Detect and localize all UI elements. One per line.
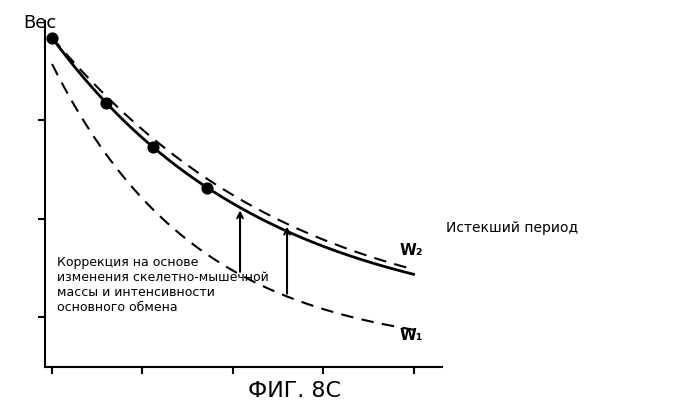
Text: W₁: W₁ bbox=[399, 328, 423, 343]
Point bbox=[46, 34, 57, 41]
Text: ФИГ. 8С: ФИГ. 8С bbox=[248, 381, 340, 401]
X-axis label: ФИГ. 8С: ФИГ. 8С bbox=[0, 408, 1, 409]
Text: Коррекция на основе
изменения скелетно-мышечной
массы и интенсивности
основного : Коррекция на основе изменения скелетно-м… bbox=[57, 256, 269, 314]
Text: Вес: Вес bbox=[23, 14, 56, 32]
Point bbox=[101, 100, 112, 106]
Point bbox=[148, 144, 159, 151]
Point bbox=[202, 184, 213, 191]
Text: Истекший период: Истекший период bbox=[447, 222, 579, 236]
Text: W₂: W₂ bbox=[399, 243, 423, 258]
